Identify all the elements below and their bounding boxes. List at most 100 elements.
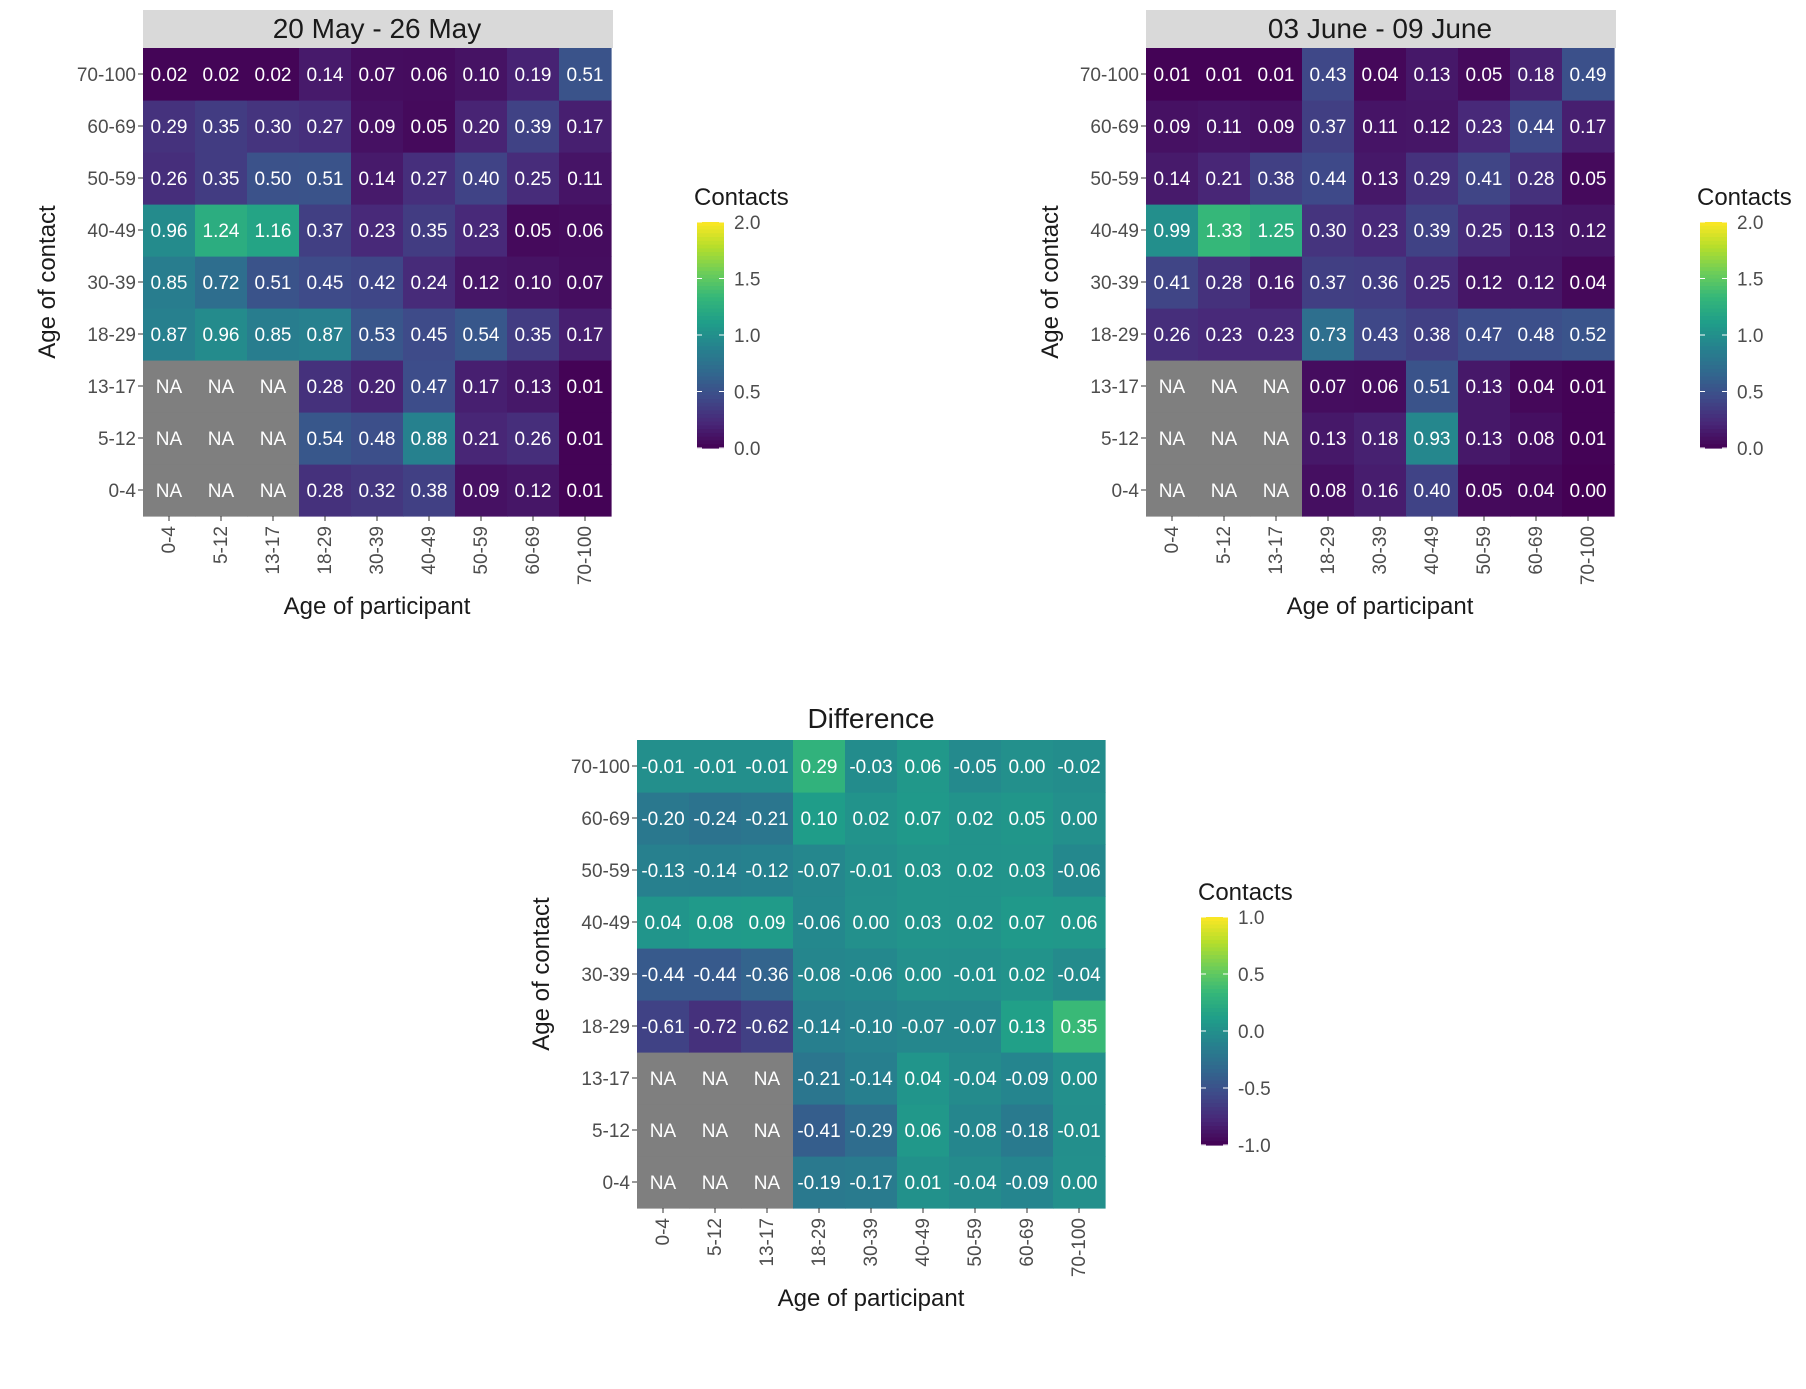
heatmap-cell — [1053, 1000, 1106, 1053]
legend-gradient-step — [697, 335, 724, 340]
cell-label: 0.07 — [359, 65, 396, 86]
cell-label: 0.42 — [359, 273, 396, 294]
heatmap-cell — [1406, 360, 1459, 413]
cell-label: 0.13 — [1414, 65, 1451, 86]
cell-label: 0.13 — [1466, 377, 1503, 398]
cell-label: -0.06 — [797, 913, 840, 934]
cell-label: 0.21 — [463, 429, 500, 450]
legend-gradient-step — [697, 312, 724, 317]
cell-label: 0.35 — [203, 169, 240, 190]
heatmap-cell — [637, 844, 690, 897]
cell-label: 0.14 — [1154, 169, 1191, 190]
heatmap-cell — [1053, 844, 1106, 897]
heatmap-cell — [1250, 360, 1303, 413]
legend-gradient-step — [697, 342, 724, 347]
x-tick-label: 70-100 — [1069, 1218, 1090, 1277]
heatmap-cell — [1250, 152, 1303, 205]
cell-label: -0.44 — [641, 965, 685, 986]
heatmap-cell — [637, 792, 690, 845]
legend-tick-label: 0.5 — [1238, 965, 1264, 986]
legend-gradient-step — [697, 297, 724, 302]
heatmap-cell — [949, 1104, 1002, 1157]
legend-gradient-step — [1700, 308, 1727, 313]
cell-label: -0.07 — [901, 1017, 944, 1038]
legend-gradient-step — [1700, 327, 1727, 332]
x-tick-label: 0-4 — [1162, 526, 1183, 554]
cell-label: 0.04 — [1518, 481, 1555, 502]
panel-strip — [1146, 10, 1616, 48]
cell-label: 0.12 — [463, 273, 500, 294]
heatmap-cell — [1198, 152, 1251, 205]
legend-gradient-step — [1700, 274, 1727, 280]
heatmap-cell — [949, 948, 1002, 1001]
heatmap-cell — [1250, 204, 1303, 257]
y-tick-label: 0-4 — [109, 481, 137, 502]
heatmap-cell — [949, 844, 1002, 897]
heatmap-cell — [299, 360, 352, 413]
cell-label: 0.47 — [1466, 325, 1503, 346]
y-tick-label: 18-29 — [1090, 325, 1139, 346]
x-tick-label: 40-49 — [1422, 526, 1443, 575]
heatmap-cell — [793, 740, 846, 793]
legend-gradient-step — [697, 301, 724, 306]
cell-label: 0.88 — [411, 429, 448, 450]
legend-gradient-step — [1700, 286, 1727, 291]
heatmap-cell — [1302, 204, 1355, 257]
cell-label: -0.01 — [693, 757, 736, 778]
heatmap-panel-3: Difference NA NA NA -0.19 -0.17 0.01 -0.04 -0.09… — [528, 703, 1293, 1312]
cell-label: 0.35 — [203, 117, 240, 138]
cell-label: 0.87 — [307, 325, 344, 346]
legend-gradient-step — [1201, 974, 1228, 979]
heatmap-cell — [741, 844, 794, 897]
cell-label: 0.12 — [1414, 117, 1451, 138]
x-tick-label: 18-29 — [315, 526, 336, 575]
legend-gradient-step — [1201, 989, 1228, 994]
heatmap-cell — [299, 256, 352, 309]
legend-gradient-step — [1700, 402, 1727, 408]
legend-gradient-step — [1201, 920, 1228, 926]
x-tick-label: 5-12 — [705, 1218, 726, 1256]
legend-gradient-step — [1201, 1015, 1228, 1021]
legend-gradient-step — [1700, 387, 1727, 393]
x-tick-label: 50-59 — [1474, 526, 1495, 575]
cell-label: -0.02 — [1057, 757, 1100, 778]
heatmap-cell — [1458, 100, 1511, 153]
legend-gradient-step — [1201, 1000, 1228, 1005]
cell-label: 0.05 — [1466, 481, 1503, 502]
cell-label: 0.14 — [307, 65, 344, 86]
heatmap-cell — [1510, 256, 1563, 309]
cell-label: 0.07 — [905, 809, 942, 830]
heatmap-cell — [1001, 948, 1054, 1001]
legend-gradient-step — [697, 417, 724, 423]
heatmap-cell — [1302, 152, 1355, 205]
cell-label: -0.08 — [797, 965, 840, 986]
heatmap-cell — [741, 896, 794, 949]
legend-gradient-step — [697, 270, 724, 276]
heatmap-cell — [1510, 48, 1563, 101]
cell-label: 0.09 — [463, 481, 500, 502]
legend-gradient-step — [1201, 1065, 1228, 1070]
legend-tick-label: 0.5 — [734, 383, 760, 404]
cell-label: NA — [754, 1121, 781, 1142]
cell-label: 0.02 — [255, 65, 292, 86]
cell-label: 0.01 — [1206, 65, 1243, 86]
legend-tick-label: 2.0 — [1737, 213, 1763, 234]
cell-label: -0.14 — [797, 1017, 841, 1038]
cell-label: 0.05 — [1009, 809, 1046, 830]
heatmap-cell — [793, 1156, 846, 1209]
heatmap-cell — [403, 48, 456, 101]
heatmap-cell — [793, 844, 846, 897]
cell-label: 0.48 — [1518, 325, 1555, 346]
cell-label: 0.07 — [1009, 913, 1046, 934]
legend-gradient-step — [697, 244, 724, 249]
legend-gradient-step — [697, 316, 724, 321]
cell-label: 0.09 — [1258, 117, 1295, 138]
cell-label: 0.23 — [1466, 117, 1503, 138]
cell-label: 1.33 — [1206, 221, 1243, 242]
legend-gradient-step — [1201, 993, 1228, 998]
cell-label: 0.02 — [957, 913, 994, 934]
heatmap-cell — [689, 1052, 742, 1105]
legend-gradient-step — [1201, 1088, 1228, 1093]
